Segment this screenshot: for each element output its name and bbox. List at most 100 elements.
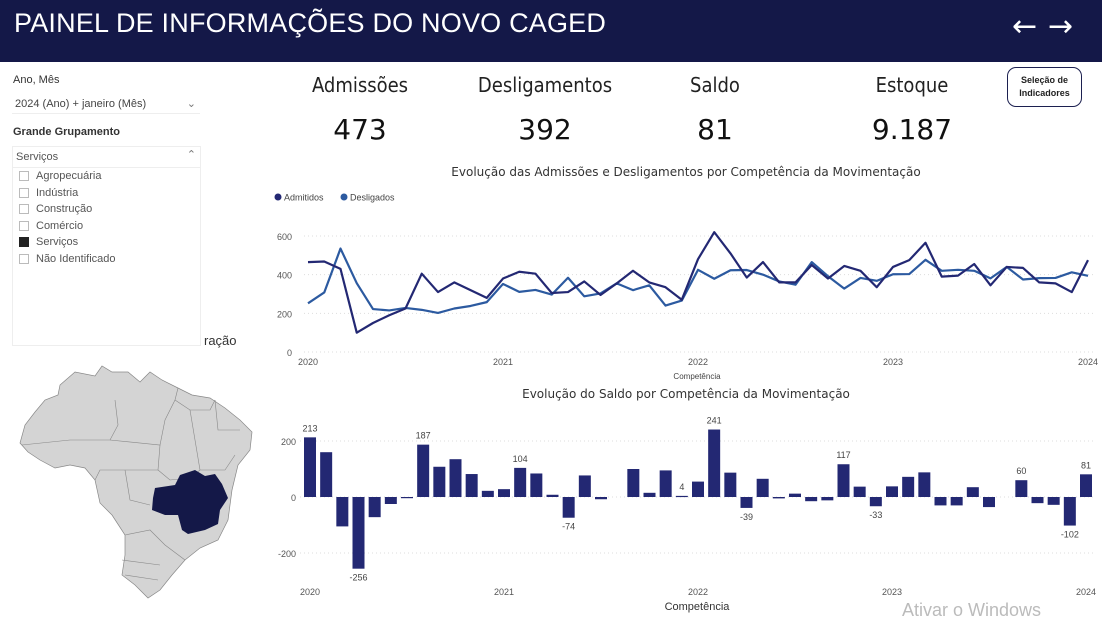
- bar-data-label: 4: [679, 482, 684, 492]
- x-axis-label: Competência: [665, 601, 731, 613]
- saldo-bar: [675, 495, 688, 498]
- group-option-2[interactable]: Construção: [13, 201, 200, 218]
- group-option-label: Construção: [36, 203, 93, 216]
- back-arrow-icon[interactable]: ←: [1012, 9, 1038, 44]
- legend-marker-admitidos: [274, 193, 282, 201]
- saldo-bar: [837, 464, 850, 497]
- saldo-bar: [498, 489, 510, 497]
- bar-data-label: -102: [1061, 530, 1079, 540]
- saldo-bar: [886, 486, 898, 497]
- saldo-bar: [950, 497, 963, 506]
- x-tick-label: 2022: [688, 587, 708, 597]
- kpi-label: Estoque: [875, 73, 949, 97]
- y-tick-label: 0: [287, 348, 292, 358]
- saldo-bar: [1063, 497, 1076, 526]
- brazil-map[interactable]: [0, 355, 260, 605]
- x-tick-label: 2023: [882, 587, 902, 597]
- saldo-bar: [578, 475, 591, 497]
- saldo-bar: [368, 497, 381, 518]
- group-option-label: Não Identificado: [36, 252, 116, 265]
- y-tick-label: 400: [277, 271, 292, 281]
- saldo-bar: [708, 429, 721, 497]
- bar-data-label: 117: [836, 450, 850, 460]
- x-tick-label: 2024: [1076, 587, 1096, 597]
- checkbox-icon[interactable]: [19, 171, 29, 182]
- saldo-bar: [934, 497, 947, 506]
- saldo-bar: [789, 493, 801, 497]
- chevron-up-icon: ⌃: [186, 149, 196, 161]
- saldo-bar: [902, 476, 915, 497]
- saldo-bar: [481, 490, 494, 497]
- saldo-bar: [805, 497, 818, 502]
- checkbox-icon[interactable]: [19, 253, 29, 264]
- saldo-bar: [983, 497, 995, 508]
- bar-data-label: -39: [740, 512, 753, 522]
- page-title: PAINEL DE INFORMAÇÕES DO NOVO CAGED: [14, 8, 607, 38]
- saldo-bar: [546, 494, 559, 497]
- checkbox-icon[interactable]: [19, 204, 29, 215]
- y-tick-label: 0: [291, 493, 296, 503]
- minas-gerais-highlight[interactable]: [152, 470, 228, 534]
- legend-label-admitidos: Admitidos: [284, 193, 324, 203]
- y-tick-label: 200: [281, 437, 296, 447]
- bar-data-label: -33: [869, 510, 882, 520]
- saldo-bar: [352, 497, 365, 569]
- kpi-label: Desligamentos: [477, 73, 613, 97]
- series-line-admitidos: [307, 231, 1089, 334]
- saldo-bar: [659, 470, 672, 497]
- group-option-3[interactable]: Comércio: [13, 218, 200, 235]
- saldo-bar: [643, 492, 656, 497]
- saldo-bar: [772, 497, 785, 499]
- group-filter-label: Grande Grupamento: [13, 126, 120, 138]
- saldo-bar: [853, 486, 866, 497]
- button-label-line2: Indicadores: [1019, 88, 1070, 98]
- saldo-bar: [627, 469, 640, 497]
- bar-data-label: 81: [1081, 460, 1091, 470]
- bar-data-label: 187: [416, 431, 431, 441]
- kpi-card-admissões: Admissões 473: [270, 73, 450, 146]
- indicator-selection-button[interactable]: Seleção de Indicadores: [1007, 67, 1082, 107]
- saldo-bar: [756, 478, 769, 497]
- x-tick-label: 2024: [1078, 357, 1098, 367]
- series-line-desligados: [307, 247, 1089, 315]
- group-option-label: Agropecuária: [36, 170, 102, 183]
- bar-data-label: 241: [707, 416, 722, 426]
- header-bar: PAINEL DE INFORMAÇÕES DO NOVO CAGED ← →: [0, 0, 1102, 62]
- group-option-label: Comércio: [36, 219, 84, 232]
- x-tick-label: 2020: [300, 587, 320, 597]
- button-label-line1: Seleção de: [1020, 75, 1069, 85]
- group-option-4[interactable]: Serviços: [13, 234, 200, 251]
- kpi-value: 473: [333, 113, 387, 146]
- forward-arrow-icon[interactable]: →: [1048, 9, 1074, 44]
- group-option-5[interactable]: Não Identificado: [13, 251, 200, 268]
- windows-activation-watermark: Ativar o Windows: [902, 600, 1042, 620]
- checkbox-icon[interactable]: [19, 220, 29, 231]
- saldo-bar: [514, 467, 527, 497]
- saldo-bar: [465, 474, 478, 497]
- bar-data-label: 213: [302, 423, 317, 433]
- checkbox-icon[interactable]: [19, 237, 29, 248]
- checkbox-icon[interactable]: [19, 187, 29, 198]
- group-option-1[interactable]: Indústria: [13, 185, 200, 202]
- saldo-bar: [336, 497, 349, 527]
- period-dropdown[interactable]: 2024 (Ano) + janeiro (Mês) ⌄: [12, 94, 200, 114]
- group-option-0[interactable]: Agropecuária: [13, 168, 200, 185]
- x-tick-label: 2021: [494, 587, 514, 597]
- kpi-label: Saldo: [690, 73, 740, 97]
- group-slicer: Serviços ⌃ Agropecuária Indústria Construç…: [12, 146, 201, 346]
- group-dropdown-header[interactable]: Serviços ⌃: [13, 147, 200, 168]
- kpi-label: Admissões: [311, 73, 409, 97]
- x-axis-label: Competência: [673, 372, 721, 381]
- period-filter-label: Ano, Mês: [13, 74, 60, 86]
- x-tick-label: 2021: [493, 357, 513, 367]
- saldo-bar: [1080, 474, 1092, 497]
- y-tick-label: 600: [277, 232, 292, 242]
- saldo-bar: [1031, 497, 1044, 504]
- line-chart-title: Evolução das Admissões e Desligamentos p…: [451, 165, 921, 179]
- kpi-value: 9.187: [871, 113, 953, 146]
- saldo-bar: [869, 497, 882, 507]
- x-tick-label: 2023: [883, 357, 903, 367]
- line-chart: 0 200 400 600 2020 2021 2022 2023 2024 Competênci…: [274, 193, 1098, 381]
- saldo-bar: [433, 466, 446, 497]
- group-selected-value: Serviços: [16, 151, 59, 163]
